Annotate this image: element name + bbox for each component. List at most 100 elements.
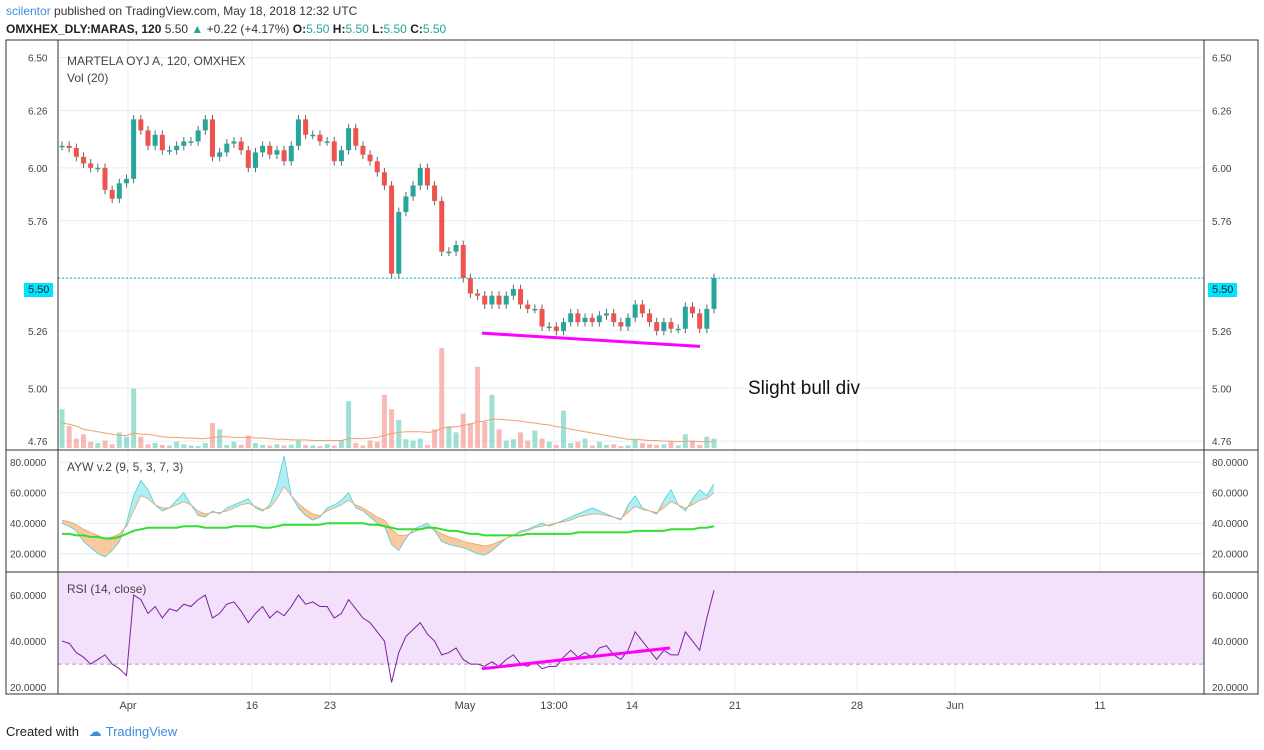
volume-bar (238, 444, 244, 448)
x-tick-label: 13:00 (540, 700, 568, 712)
candle-body (604, 313, 610, 316)
candle-body (66, 145, 72, 149)
ayw-fill-segment (585, 507, 593, 516)
volume-bar (346, 401, 352, 448)
volume-bar (561, 410, 567, 448)
candle-body (195, 130, 201, 142)
annotation-text: Slight bull div (748, 378, 860, 399)
volume-bar (460, 413, 466, 448)
y-tick-label-right: 5.76 (1212, 217, 1232, 228)
candle-body (367, 154, 373, 162)
volume-bar (439, 348, 445, 448)
ayw-tick-label-left: 40.0000 (10, 519, 47, 530)
volume-bar (109, 444, 115, 448)
volume-bar (403, 439, 409, 448)
candle-body (553, 326, 559, 331)
volume-bar (252, 443, 258, 448)
candle-body (611, 313, 617, 323)
volume-bar (131, 388, 137, 448)
volume-bar (209, 423, 215, 448)
x-tick-label: 11 (1094, 700, 1105, 712)
candle-body (668, 322, 674, 329)
volume-bar (331, 445, 337, 448)
y-tick-label-left: 4.76 (28, 437, 48, 448)
volume-bar (152, 443, 158, 448)
symbol-bar: OMXHEX_DLY:MARAS, 120 5.50 ▲ +0.22 (+4.1… (6, 22, 446, 36)
volume-bar (138, 436, 144, 448)
rsi-tick-label-left: 60.0000 (10, 591, 47, 602)
symbol-name: OMXHEX_DLY:MARAS, 120 (6, 22, 162, 36)
ayw-fill-segment (140, 480, 148, 499)
open-label: O: (292, 22, 307, 36)
volume-bar (546, 441, 552, 448)
author-link[interactable]: scilentor (6, 4, 51, 18)
volume-ma-line (61, 418, 714, 443)
candle-body (88, 163, 94, 168)
low-label: L: (372, 22, 384, 36)
tradingview-logo-icon[interactable]: ☁ (88, 724, 102, 739)
candle-body (95, 167, 101, 170)
main-title: MARTELA OYJ A, 120, OMXHEX (67, 54, 246, 68)
volume-bar (245, 435, 251, 448)
volume-bar (604, 444, 610, 448)
rsi-tick-label-right: 60.0000 (1212, 591, 1249, 602)
y-tick-label-right: 6.26 (1212, 107, 1232, 118)
ayw-fill-segment (233, 501, 242, 508)
volume-bar (188, 445, 194, 448)
candle-body (260, 145, 266, 153)
volume-bar (618, 446, 624, 448)
candle-body (73, 148, 79, 157)
rsi-tick-label-left: 40.0000 (10, 637, 47, 648)
tradingview-brand[interactable]: TradingView (105, 724, 178, 739)
volume-bar (675, 445, 681, 448)
volume-bar (525, 440, 531, 448)
volume-bar (166, 445, 172, 448)
volume-bar (446, 426, 452, 448)
volume-bar (489, 394, 495, 448)
candle-body (123, 178, 129, 184)
ayw-fill-segment (355, 504, 363, 511)
volume-bar (539, 438, 545, 448)
volume-bar (217, 429, 223, 448)
volume-bar (374, 441, 380, 448)
volume-bar (582, 438, 588, 448)
candle-body (224, 143, 230, 153)
volume-bar (654, 444, 660, 448)
axes: Apr 16 23 May 13:00 14 21 28 Jun 11 6.50 6.50 6.26 6.… (5, 39, 1259, 712)
outer-frame (5, 39, 1259, 695)
candle-body (532, 308, 538, 311)
candle-body (267, 145, 273, 155)
bull-div-rsi-line (481, 646, 671, 671)
volume-bar (260, 444, 266, 448)
volume-bar (80, 434, 86, 448)
x-tick-label: Jun (946, 700, 964, 712)
price-tag-right: 5.50 (1208, 283, 1238, 297)
volume-bar (174, 441, 180, 448)
ayw-fill-segment (305, 509, 313, 521)
volume-bar (310, 445, 316, 448)
ayw-fill-segment (477, 544, 485, 556)
bull-div-price-line (481, 331, 701, 348)
ayw-signal-line (62, 522, 715, 540)
volume-bar (338, 440, 344, 448)
candle-body (446, 251, 452, 254)
volume-bar (467, 423, 473, 448)
volume-bar (159, 444, 165, 448)
volume-bar (575, 441, 581, 448)
candle-body (503, 295, 509, 305)
candle-body (403, 196, 409, 212)
volume-bar (102, 440, 108, 448)
volume-bar (510, 439, 516, 448)
ayw-fill-segment (176, 492, 184, 505)
candle-body (381, 172, 387, 186)
volume-bar (181, 444, 187, 448)
footer: Created with ☁ TradingView (6, 724, 177, 740)
candle-body (704, 308, 710, 329)
x-tick-label: 21 (729, 700, 741, 712)
price-tag-left: 5.50 (24, 283, 54, 297)
volume-bar (661, 444, 667, 448)
ayw-fill-segment (456, 538, 464, 548)
candle-body (682, 306, 688, 329)
rsi-line (61, 590, 715, 683)
